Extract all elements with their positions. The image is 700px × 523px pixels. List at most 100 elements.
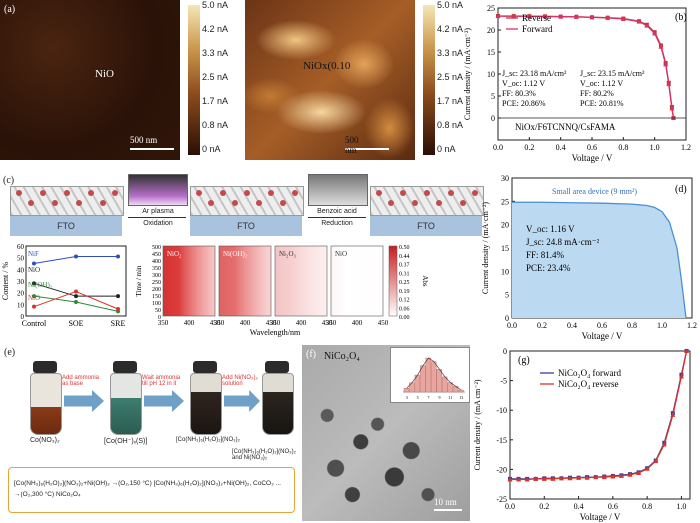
heatmap-title: Ni(OH)₂ bbox=[223, 250, 248, 258]
abs-colorbar bbox=[388, 245, 398, 317]
x-tick-label: 0.2 bbox=[539, 502, 549, 511]
scalebar-left-label: 500 nm bbox=[130, 135, 158, 145]
colorbar-tick: 3.3 nA bbox=[437, 48, 464, 58]
hist-tick: 11 bbox=[448, 395, 452, 400]
content-chart: 0 10 20 30 40 50 60 Control SOE SRE Content / % NiF… bbox=[1, 243, 127, 328]
atom bbox=[208, 200, 214, 206]
time-axis-label: Time / min bbox=[135, 265, 143, 296]
y-tick-label: 0 bbox=[21, 313, 25, 321]
hist-tick: 5 bbox=[417, 395, 419, 400]
heatmap-title: Ni₂O₃ bbox=[279, 250, 296, 258]
colorbar-left bbox=[188, 5, 200, 155]
panel-c-tag: (c) bbox=[3, 175, 15, 186]
vial-4-label: [Co(NH₃)₆(H₂O)₂](NO₃)₂ and Ni(NO₃)₂ bbox=[232, 449, 296, 461]
colorbar-tick: 2.5 nA bbox=[437, 72, 464, 82]
y-tick-label: 40 bbox=[17, 266, 25, 274]
x-tick-label: SRE bbox=[111, 319, 126, 328]
hist-bar bbox=[436, 369, 442, 393]
heatmap-panel bbox=[330, 245, 384, 317]
arrow-1 bbox=[64, 390, 104, 412]
colorbar-tick: 0.8 nA bbox=[202, 120, 229, 130]
afm-image-nio bbox=[0, 0, 180, 160]
arrow-label-2: Benzoic acid bbox=[317, 208, 357, 215]
data-point bbox=[661, 442, 667, 447]
y-tick-label: 10 bbox=[487, 70, 495, 79]
vial-1-label: Co(NO₃)₂ bbox=[30, 437, 60, 444]
wavelength-tick: 400 bbox=[296, 319, 307, 327]
x-tick-label: 0.8 bbox=[618, 143, 628, 152]
y-tick-label: 15 bbox=[501, 244, 509, 253]
data-point bbox=[636, 19, 642, 24]
x-tick-label: 0.6 bbox=[608, 502, 618, 511]
panel-d: 0.0 0.2 0.4 0.6 0.8 1.0 1.2 0 5 10 15 20 25 30 Voltage… bbox=[480, 172, 700, 342]
data-point bbox=[32, 261, 36, 266]
time-tick-label: 400 bbox=[152, 259, 161, 265]
histogram-inset: 3 5 7 9 11 13 bbox=[390, 347, 470, 403]
abs-tick-label: 0.19 bbox=[399, 289, 410, 295]
fto-layer: FTO bbox=[10, 216, 122, 236]
y-axis-label: Content / % bbox=[1, 262, 10, 301]
colorbar-tick: 5.0 nA bbox=[437, 0, 464, 10]
time-tick-label: 300 bbox=[152, 273, 161, 279]
atom bbox=[412, 200, 418, 206]
hist-bar bbox=[441, 376, 448, 393]
wavelength-tick: 350 bbox=[326, 319, 337, 327]
data-point bbox=[644, 466, 650, 471]
abs-tick-label: 0.00 bbox=[399, 315, 410, 321]
x-tick-label: 0.4 bbox=[567, 321, 577, 330]
data-point bbox=[526, 13, 532, 19]
data-point bbox=[507, 476, 513, 482]
atom bbox=[280, 200, 286, 206]
colorbar-tick: 1.7 nA bbox=[437, 96, 464, 106]
y-tick-label: 10 bbox=[17, 301, 25, 309]
data-point bbox=[558, 475, 564, 481]
y-tick-label: 0 bbox=[491, 114, 495, 123]
stat-left: V_oc: 1.12 V bbox=[502, 79, 545, 88]
abs-tick-label: 0.44 bbox=[399, 254, 410, 260]
atom bbox=[268, 190, 274, 196]
wavelength-tick: 450 bbox=[266, 319, 277, 327]
stat: J_sc: 24.8 mA·cm⁻² bbox=[526, 237, 599, 247]
heatmap-panel bbox=[274, 245, 328, 317]
x-tick-label: SOE bbox=[68, 319, 83, 328]
scalebar-left bbox=[130, 148, 174, 150]
reaction-box: [Co(NH₃)₆(H₂O)₂](NO₃)₂+Ni(OH)₂ →(O₂,150 … bbox=[8, 467, 295, 513]
x-tick-label: 1.0 bbox=[657, 321, 667, 330]
data-point bbox=[573, 14, 579, 19]
x-axis-label: Voltage / V bbox=[580, 512, 621, 522]
atom bbox=[292, 190, 298, 196]
panel-a-tag: (a) bbox=[4, 4, 16, 15]
panel-b-tag: (b) bbox=[675, 12, 687, 23]
data-point bbox=[620, 16, 626, 21]
stack-step: FTO bbox=[370, 186, 484, 238]
vial-3-label: [Co(NH₃)₆(H₂O)₂](NO₃)₂ bbox=[176, 437, 240, 443]
atom bbox=[52, 200, 58, 206]
time-tick-label: 100 bbox=[152, 301, 161, 307]
time-tick-label: 150 bbox=[152, 294, 161, 300]
legend-label: Forward bbox=[522, 24, 553, 34]
data-point bbox=[533, 476, 539, 481]
afm-label-nio: NiO bbox=[95, 68, 114, 80]
abs-tick-label: 0.50 bbox=[399, 245, 410, 251]
reaction-text: [Co(NH₃)₆(H₂O)₂](NO₃)₂+Ni(OH)₂ →(O₂,150 … bbox=[14, 480, 281, 498]
data-point bbox=[618, 473, 624, 478]
data-point bbox=[116, 254, 120, 259]
hist-tick: 3 bbox=[406, 395, 408, 400]
area-note: Small area device (9 mm²) bbox=[552, 187, 637, 196]
jv-chart-g: 0.0 0.2 0.4 0.6 0.8 1.0 0 -5 -10 -15 -20 -25 Voltage… bbox=[473, 347, 691, 522]
stat: V_oc: 1.16 V bbox=[526, 224, 575, 234]
panel-b: 0.0 0.2 0.4 0.6 0.8 1.0 1.2 0 5 10 15 20 25 Voltage /… bbox=[460, 0, 700, 170]
panel-e-tag: (e) bbox=[4, 347, 16, 358]
wavelength-tick: 450 bbox=[378, 319, 389, 327]
time-tick-label: 250 bbox=[152, 280, 161, 286]
hist-tick: 9 bbox=[438, 395, 440, 400]
data-point bbox=[74, 289, 78, 294]
atom bbox=[388, 200, 394, 206]
y-axis-label: Current density / (mA cm⁻²) bbox=[473, 379, 482, 470]
x-tick-label: 0.2 bbox=[524, 143, 534, 152]
abs-tick-label: 0.31 bbox=[399, 271, 410, 277]
time-tick-label: 350 bbox=[152, 266, 161, 272]
colorbar-tick: 0 nA bbox=[202, 144, 221, 154]
fto-layer: FTO bbox=[190, 216, 302, 236]
data-point bbox=[666, 81, 672, 87]
